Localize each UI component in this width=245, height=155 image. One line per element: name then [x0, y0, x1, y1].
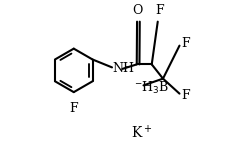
Text: F: F	[181, 89, 190, 102]
Text: O: O	[132, 4, 142, 17]
Text: K$^+$: K$^+$	[131, 124, 153, 141]
Text: F: F	[181, 37, 190, 50]
Text: F: F	[155, 4, 164, 17]
Text: $^{-}$H$_3$B: $^{-}$H$_3$B	[135, 80, 170, 96]
Text: F: F	[69, 102, 78, 115]
Text: NH: NH	[113, 62, 135, 75]
